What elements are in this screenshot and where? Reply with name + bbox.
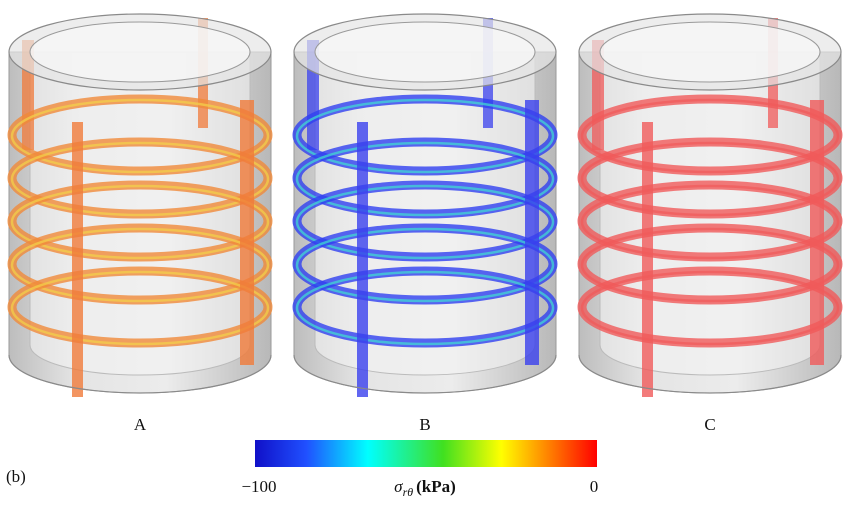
- subscript: rθ: [403, 485, 414, 499]
- colorbar-min: −100: [241, 477, 276, 496]
- strip: [72, 122, 83, 397]
- top-opening: [29, 21, 251, 83]
- colorbar: [255, 440, 597, 467]
- ring-edge: [10, 141, 270, 217]
- ring-edge: [295, 98, 555, 174]
- unit: (kPa): [416, 477, 456, 496]
- strip: [642, 122, 653, 397]
- bottom-rim: [293, 354, 557, 394]
- ring-edge: [295, 184, 555, 260]
- ring-edge: [10, 98, 270, 174]
- colorbar-max: 0: [590, 477, 599, 496]
- ring-edge: [10, 227, 270, 303]
- bottom-rim: [578, 354, 842, 394]
- strip: [525, 100, 539, 365]
- cylinder: [577, 13, 843, 397]
- ring-edge: [580, 270, 840, 346]
- ring-edge: [10, 184, 270, 260]
- strip: [810, 100, 824, 365]
- ring-edge: [580, 184, 840, 260]
- colorbar-title: σrθ (kPa): [394, 477, 456, 499]
- top-opening: [599, 21, 821, 83]
- panel-label: C: [704, 415, 715, 434]
- strip: [357, 122, 368, 397]
- ring-edge: [295, 227, 555, 303]
- top-opening: [314, 21, 536, 83]
- ring-edge: [10, 270, 270, 346]
- figure-label: (b): [6, 467, 26, 486]
- ring-edge: [580, 141, 840, 217]
- ring-edge: [580, 98, 840, 174]
- panel-label: A: [134, 415, 147, 434]
- panel-label: B: [419, 415, 430, 434]
- cylinder: [292, 13, 558, 397]
- symbol: σ: [394, 477, 403, 496]
- bottom-rim: [8, 354, 272, 394]
- ring-edge: [295, 141, 555, 217]
- ring-edge: [295, 270, 555, 346]
- ring-edge: [580, 227, 840, 303]
- strip: [240, 100, 254, 365]
- cylinder: [7, 13, 273, 397]
